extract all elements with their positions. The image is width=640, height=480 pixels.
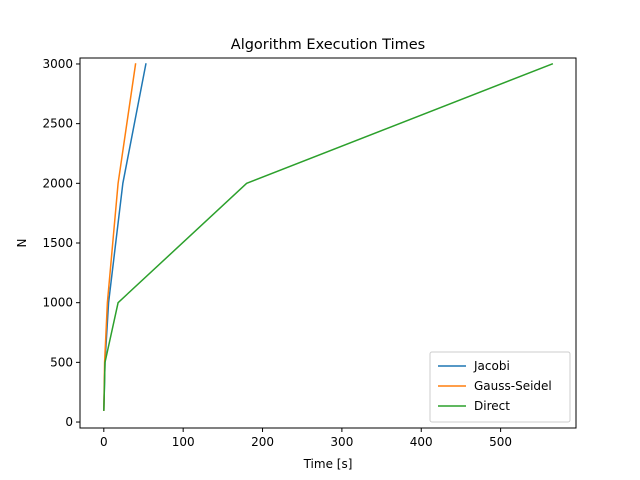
- y-tick-label: 2500: [42, 117, 73, 131]
- y-axis-label: N: [15, 239, 29, 248]
- chart-title: Algorithm Execution Times: [231, 37, 425, 53]
- series-line-jacobi: [103, 63, 147, 411]
- y-tick-label: 1000: [42, 296, 73, 310]
- x-tick-label: 500: [489, 435, 512, 449]
- legend-label-gauss-seidel: Gauss-Seidel: [474, 379, 552, 393]
- y-tick-label: 3000: [42, 57, 73, 71]
- y-tick-label: 2000: [42, 176, 73, 190]
- y-tick-label: 1500: [42, 236, 73, 250]
- x-tick-label: 0: [100, 435, 108, 449]
- y-tick-label: 500: [50, 355, 73, 369]
- y-axis: 0 500 1000 1500 2000 2500 3000: [42, 57, 80, 429]
- legend-box: [429, 351, 571, 423]
- y-tick-label: 0: [65, 415, 73, 429]
- legend: Jacobi Gauss-Seidel Direct: [429, 351, 571, 423]
- legend-label-direct: Direct: [474, 399, 510, 413]
- x-tick-label: 100: [172, 435, 195, 449]
- legend-label-jacobi: Jacobi: [473, 359, 510, 373]
- x-axis-label: Time [s]: [303, 457, 353, 471]
- x-tick-label: 400: [410, 435, 433, 449]
- x-tick-label: 300: [330, 435, 353, 449]
- series-line-direct: [103, 62, 554, 411]
- plot-area: [103, 62, 554, 411]
- x-tick-label: 200: [251, 435, 274, 449]
- x-axis: 0 100 200 300 400 500: [100, 428, 512, 449]
- series-line-gauss-seidel: [103, 63, 137, 411]
